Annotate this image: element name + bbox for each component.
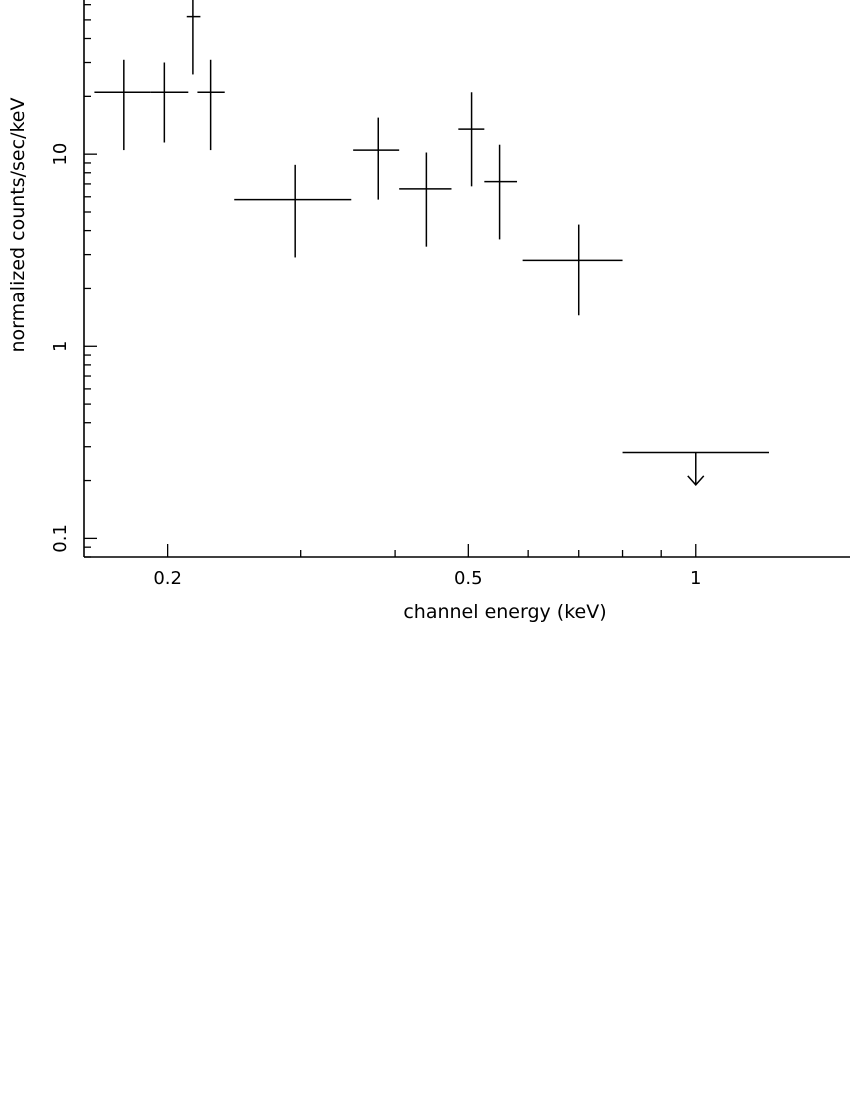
data-marks	[94, 0, 769, 486]
data-point	[353, 117, 400, 200]
y-axis-label: normalized counts/sec/keV	[7, 98, 29, 353]
data-point	[522, 224, 623, 316]
y-tick-label: 10	[50, 143, 71, 166]
axis-ticks	[84, 4, 697, 558]
x-tick-label: 1	[690, 568, 701, 589]
y-tick-label: 1	[50, 341, 71, 352]
down-arrow-icon	[687, 475, 705, 486]
x-tick-label: 0.2	[153, 568, 182, 589]
data-point	[94, 59, 151, 151]
tick-labels: 0.2 0.5 1 0.1 1 10	[50, 143, 701, 589]
data-point	[150, 62, 189, 143]
data-point	[197, 59, 225, 151]
data-point	[399, 152, 452, 247]
y-tick-label: 0.1	[50, 524, 71, 553]
data-point	[484, 144, 518, 240]
plot-frame	[83, 0, 850, 558]
x-tick-label: 0.5	[454, 568, 483, 589]
data-point	[234, 164, 352, 258]
data-point	[458, 92, 485, 187]
x-axis-label: channel energy (keV)	[403, 601, 606, 623]
data-point	[186, 0, 201, 75]
upper-limit-point	[622, 451, 769, 486]
